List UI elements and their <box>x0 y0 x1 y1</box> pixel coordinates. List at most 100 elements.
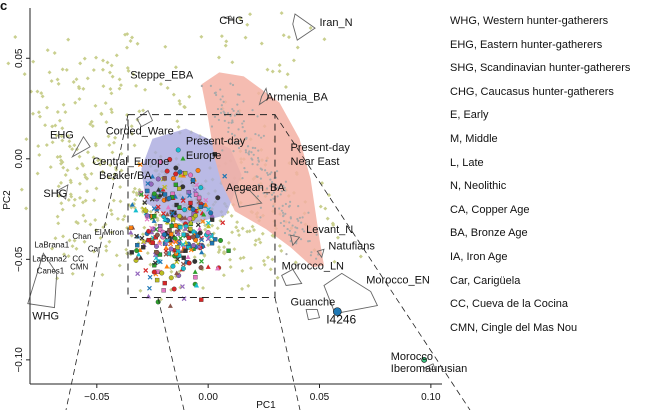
reference-sample-dot <box>176 124 181 129</box>
reference-sample-dot <box>100 169 105 174</box>
reference-sample-dot <box>325 216 330 221</box>
ancient-sample-marker <box>170 210 175 216</box>
modern-sample-dot <box>270 171 273 174</box>
annotation-label: Near East <box>291 156 340 168</box>
ancient-sample-marker <box>140 239 146 245</box>
reference-sample-dot <box>108 163 113 168</box>
modern-sample-dot <box>300 221 303 224</box>
ancient-sample-marker <box>168 275 174 281</box>
ancient-sample-marker <box>135 243 140 248</box>
modern-sample-dot <box>237 110 240 113</box>
ancient-sample-marker <box>180 284 185 290</box>
ancient-sample-marker <box>208 234 214 240</box>
hull-armenia-ba <box>258 87 269 106</box>
annotation-label: Levant_N <box>306 224 353 236</box>
ancient-sample-marker <box>162 184 168 190</box>
reference-sample-dot <box>217 55 221 60</box>
modern-sample-dot <box>231 119 234 122</box>
reference-sample-dot <box>248 12 253 17</box>
reference-sample-dot <box>230 60 235 65</box>
reference-sample-dot <box>92 160 97 165</box>
reference-sample-dot <box>77 154 82 159</box>
annotation-label: I4246 <box>326 313 356 327</box>
ancient-sample-marker <box>205 230 211 235</box>
y-tick-label: −0.10 <box>14 347 25 373</box>
modern-sample-dot <box>226 140 229 143</box>
modern-sample-dot <box>259 216 262 219</box>
ancient-sample-marker <box>134 233 139 239</box>
reference-sample-dot <box>260 231 265 236</box>
reference-sample-dot <box>178 101 183 106</box>
legend-item: IA, Iron Age <box>450 250 508 263</box>
modern-sample-dot <box>257 183 260 186</box>
reference-sample-dot <box>234 225 239 230</box>
reference-sample-dot <box>281 33 286 38</box>
ancient-sample-marker <box>190 234 196 240</box>
group-hulls-layer <box>27 13 437 371</box>
modern-sample-dot <box>256 195 260 198</box>
reference-sample-dot <box>243 35 248 40</box>
reference-sample-dot <box>119 151 124 156</box>
modern-sample-dot <box>283 186 286 189</box>
reference-sample-dot <box>85 176 89 181</box>
modern-sample-dot <box>272 197 275 200</box>
ancient-sample-marker <box>192 187 198 193</box>
x-tick-label: −0.05 <box>84 392 110 403</box>
reference-sample-dot <box>140 232 145 237</box>
modern-sample-dot <box>238 112 241 115</box>
reference-sample-dot <box>107 143 112 147</box>
ancient-sample-marker <box>177 205 182 210</box>
ancient-sample-marker <box>173 223 179 228</box>
ancient-sample-marker <box>181 232 186 237</box>
reference-sample-dot <box>318 204 323 209</box>
reference-sample-dot <box>55 214 60 219</box>
ancient-sample-marker <box>155 299 161 305</box>
reference-sample-dot <box>142 225 147 230</box>
ancient-sample-marker <box>155 187 161 192</box>
ancient-sample-marker <box>198 265 204 271</box>
annotation-labels-layer: CHG Iran_N Steppe_EBA Armenia_BA EHG Corded_W… <box>32 15 467 375</box>
reference-sample-dot <box>43 123 48 128</box>
reference-sample-dot <box>250 224 255 229</box>
reference-sample-dot <box>131 189 136 194</box>
reference-sample-dot <box>277 69 282 74</box>
panel-label: c <box>0 0 7 13</box>
ancient-sample-marker <box>151 269 157 275</box>
modern-sample-dot <box>251 162 254 166</box>
modern-sample-dot <box>281 211 285 214</box>
reference-sample-dot <box>24 206 29 211</box>
reference-sample-dot <box>277 63 282 68</box>
ancient-sample-marker <box>177 169 183 175</box>
reference-sample-dot <box>77 97 82 102</box>
ancient-sample-marker <box>157 241 163 247</box>
reference-sample-dot <box>68 192 73 197</box>
reference-sample-dot <box>53 123 58 128</box>
reference-sample-dot <box>119 168 124 173</box>
reference-sample-dot <box>135 41 140 46</box>
reference-sample-dot <box>252 228 257 232</box>
annotation-label: Beaker/BA <box>99 170 152 182</box>
ancient-sample-marker <box>168 237 174 243</box>
ancient-sample-marker <box>186 260 192 266</box>
modern-sample-dot <box>266 171 269 175</box>
modern-sample-dot <box>244 149 247 152</box>
modern-sample-dot <box>238 139 241 143</box>
ancient-sample-marker <box>188 200 193 206</box>
ancient-sample-marker <box>151 218 157 223</box>
reference-sample-dot <box>117 263 122 268</box>
ancient-sample-marker <box>161 288 166 293</box>
x-axis-label: PC1 <box>256 400 276 410</box>
modern-sample-dot <box>315 257 318 260</box>
reference-sample-dot <box>94 55 99 60</box>
modern-sample-dot <box>275 170 279 173</box>
reference-sample-dot <box>93 103 98 108</box>
ancient-sample-marker <box>175 248 181 254</box>
modern-sample-dot <box>270 181 274 184</box>
modern-sample-dot <box>244 170 247 174</box>
annotation-label: Armenia_BA <box>266 91 328 103</box>
reference-sample-dot <box>187 94 192 99</box>
ancient-sample-marker <box>143 267 149 273</box>
zoom-projection-line <box>274 114 471 410</box>
modern-sample-dot <box>282 224 286 227</box>
reference-sample-dot <box>104 120 109 125</box>
